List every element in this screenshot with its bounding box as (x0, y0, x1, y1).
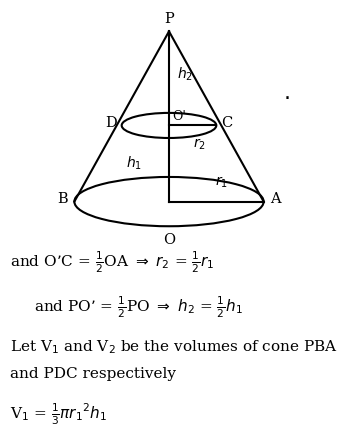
Text: Let V$_1$ and V$_2$ be the volumes of cone PBA: Let V$_1$ and V$_2$ be the volumes of co… (10, 338, 338, 356)
Text: $r_2$: $r_2$ (193, 136, 206, 151)
Text: D: D (105, 116, 117, 130)
Text: A: A (270, 192, 281, 207)
Text: $h_1$: $h_1$ (126, 155, 142, 172)
Text: O: O (163, 233, 175, 247)
Text: and O’C = $\frac{1}{2}$OA $\Rightarrow$ $r_2$ = $\frac{1}{2}$$r_1$: and O’C = $\frac{1}{2}$OA $\Rightarrow$ … (10, 249, 214, 275)
Text: $h_2$: $h_2$ (177, 65, 193, 82)
Text: P: P (164, 12, 174, 26)
Text: C: C (221, 116, 233, 130)
Text: ·: · (284, 89, 291, 108)
Text: V$_1$ = $\frac{1}{3}$$\pi$$r_1$$^2$$h_1$: V$_1$ = $\frac{1}{3}$$\pi$$r_1$$^2$$h_1$ (10, 401, 107, 427)
Text: O': O' (172, 110, 186, 123)
Text: B: B (57, 192, 68, 207)
Text: and PDC respectively: and PDC respectively (10, 367, 176, 381)
Text: $r_1$: $r_1$ (215, 174, 227, 190)
Text: and PO’ = $\frac{1}{2}$PO $\Rightarrow$ $h_2$ = $\frac{1}{2}$$h_1$: and PO’ = $\frac{1}{2}$PO $\Rightarrow$ … (34, 294, 243, 320)
